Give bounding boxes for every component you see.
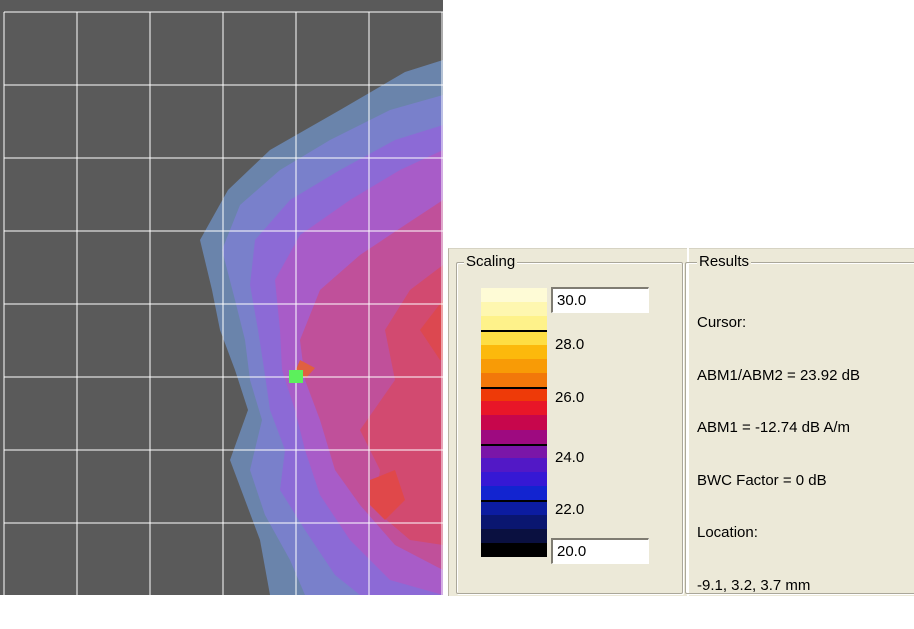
color-swatch xyxy=(481,500,547,514)
color-swatch xyxy=(481,430,547,444)
scale-max-input[interactable]: 30.0 xyxy=(551,287,649,313)
color-swatch xyxy=(481,401,547,415)
color-swatch xyxy=(481,302,547,316)
color-swatch xyxy=(481,486,547,500)
scale-min-input[interactable]: 20.0 xyxy=(551,538,649,564)
results-text: Cursor: ABM1/ABM2 = 23.92 dB ABM1 = -12.… xyxy=(697,279,860,629)
field-distribution-plot[interactable] xyxy=(0,0,443,595)
scaling-panel: Scaling 30.0 28.0 26.0 24.0 22.0 20.0 xyxy=(448,248,687,596)
results-title: Results xyxy=(697,254,751,270)
results-line: BWC Factor = 0 dB xyxy=(697,472,860,490)
color-swatch xyxy=(481,373,547,387)
color-swatch xyxy=(481,529,547,543)
results-line: ABM1 = -12.74 dB A/m xyxy=(697,419,860,437)
color-swatch xyxy=(481,316,547,330)
scale-tick-label: 24.0 xyxy=(555,449,584,466)
color-swatch xyxy=(481,387,547,401)
results-line: -9.1, 3.2, 3.7 mm xyxy=(697,577,860,595)
results-line: Location: xyxy=(697,524,860,542)
color-swatch xyxy=(481,288,547,302)
color-swatch xyxy=(481,415,547,429)
color-scale-bar xyxy=(481,288,547,557)
color-swatch xyxy=(481,359,547,373)
results-line: ABM1/ABM2 = 23.92 dB xyxy=(697,367,860,385)
color-swatch xyxy=(481,345,547,359)
scaling-title: Scaling xyxy=(464,254,517,270)
color-swatch xyxy=(481,515,547,529)
results-panel: Results Cursor: ABM1/ABM2 = 23.92 dB ABM… xyxy=(689,248,914,596)
color-swatch xyxy=(481,458,547,472)
color-swatch xyxy=(481,543,547,557)
scale-tick-label: 22.0 xyxy=(555,501,584,518)
results-line: Cursor: xyxy=(697,314,860,332)
color-swatch xyxy=(481,472,547,486)
scale-tick-label: 26.0 xyxy=(555,389,584,406)
color-swatch xyxy=(481,444,547,458)
scale-tick-label: 28.0 xyxy=(555,336,584,353)
cursor-marker[interactable] xyxy=(289,370,303,383)
color-swatch xyxy=(481,330,547,344)
